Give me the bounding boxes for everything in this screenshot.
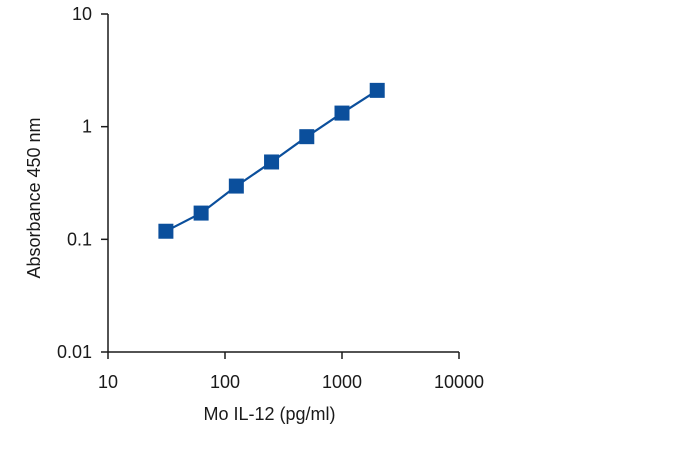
y-tick-label: 0.1 <box>67 229 92 249</box>
x-tick-label: 1000 <box>322 372 362 392</box>
y-ticks: 0.01 0.1 1 10 <box>57 4 108 362</box>
data-point-marker <box>299 129 315 145</box>
x-tick-label: 10 <box>98 372 118 392</box>
y-tick-label: 1 <box>82 117 92 137</box>
y-tick-label: 0.01 <box>57 342 92 362</box>
y-axis-title: Absorbance 450 nm <box>24 117 44 278</box>
data-point-marker <box>264 154 280 170</box>
data-point-marker <box>193 205 209 221</box>
data-point-marker <box>334 105 350 121</box>
x-tick-label: 100 <box>210 372 240 392</box>
y-tick-label: 10 <box>72 4 92 24</box>
data-point-marker <box>158 223 174 239</box>
x-tick-label: 10000 <box>434 372 484 392</box>
x-ticks: 10 100 1000 10000 <box>98 352 484 392</box>
x-axis-title: Mo IL-12 (pg/ml) <box>203 404 335 424</box>
data-point-marker <box>369 82 385 98</box>
axes <box>107 14 459 353</box>
series-group <box>158 82 385 239</box>
data-point-marker <box>228 178 244 194</box>
